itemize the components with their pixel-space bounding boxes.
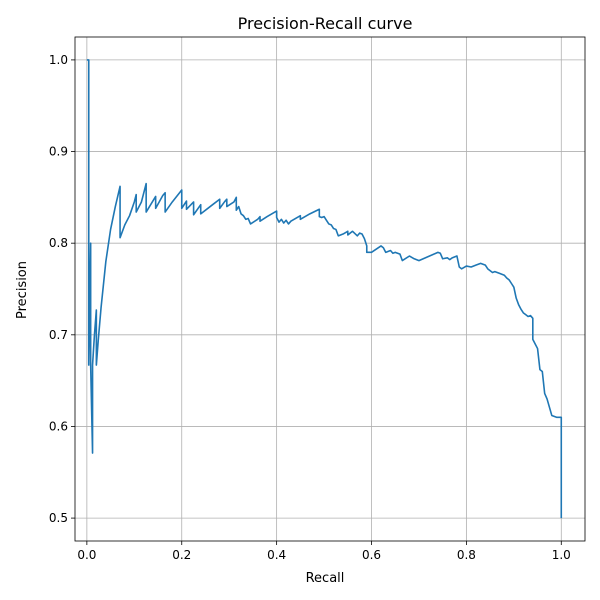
y-tick-label: 1.0 <box>49 53 68 67</box>
axes-frame <box>74 36 586 542</box>
y-tick-label: 0.8 <box>49 236 68 250</box>
plot-area <box>86 59 563 519</box>
y-tick-label: 0.6 <box>49 419 68 433</box>
chart-title: Precision-Recall curve <box>238 14 413 33</box>
grid-lines <box>75 37 585 541</box>
x-tick-label: 0.8 <box>457 548 476 562</box>
x-tick-label: 1.0 <box>552 548 571 562</box>
x-axis-label: Recall <box>306 571 345 586</box>
y-axis-label: Precision <box>15 261 30 319</box>
axis-ticks: 0.0 0.2 0.4 0.6 0.8 1.0 0.5 0.6 0.7 0.8 0.9 1.0 <box>49 53 571 562</box>
x-tick-label: 0.0 <box>77 548 96 562</box>
x-tick-label: 0.6 <box>362 548 381 562</box>
x-tick-label: 0.4 <box>267 548 286 562</box>
y-tick-label: 0.7 <box>49 328 68 342</box>
y-tick-label: 0.5 <box>49 511 68 525</box>
x-tick-label: 0.2 <box>172 548 191 562</box>
y-tick-label: 0.9 <box>49 145 68 159</box>
precision-recall-line <box>86 59 563 519</box>
